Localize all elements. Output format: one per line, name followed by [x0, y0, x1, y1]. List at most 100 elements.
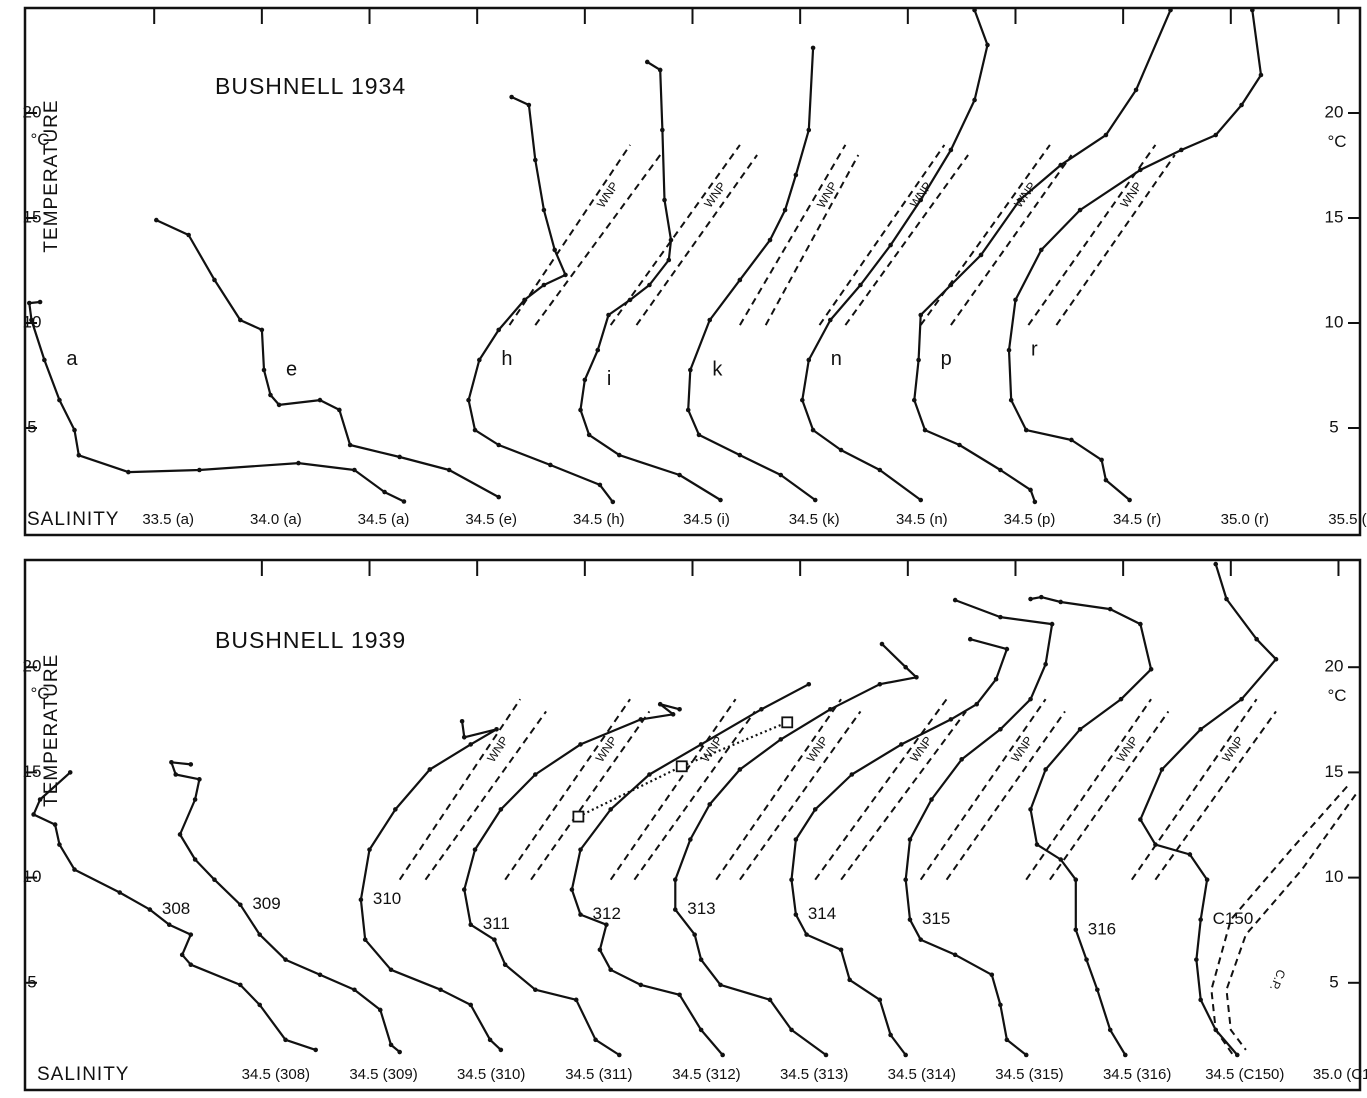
- x-tick-label: 34.5 (310): [457, 1066, 525, 1083]
- point: [259, 327, 265, 333]
- point: [169, 760, 174, 765]
- point: [29, 317, 34, 323]
- point: [804, 932, 809, 937]
- point: [948, 147, 954, 153]
- curve-label: 311: [483, 914, 510, 933]
- point: [967, 636, 973, 642]
- point: [666, 257, 672, 263]
- curve-label: 310: [373, 889, 401, 908]
- point: [974, 701, 980, 707]
- point: [1013, 297, 1018, 303]
- point: [367, 847, 372, 852]
- point: [597, 482, 603, 488]
- point: [1006, 347, 1012, 353]
- point: [838, 947, 844, 953]
- point: [698, 957, 704, 962]
- reference-label: C.P.: [1267, 967, 1288, 993]
- point: [1034, 842, 1040, 847]
- point: [918, 937, 924, 942]
- reference-line: [508, 144, 662, 326]
- point: [903, 664, 908, 670]
- ts-curve: [577, 721, 788, 818]
- point: [985, 42, 990, 48]
- x-tick-label: 33.5 (a): [142, 511, 194, 528]
- point: [670, 712, 676, 717]
- point: [1239, 696, 1244, 702]
- point: [578, 912, 583, 917]
- point: [563, 272, 568, 278]
- point: [67, 770, 73, 775]
- point: [1258, 72, 1264, 78]
- point: [998, 614, 1003, 620]
- curve-label: 315: [922, 909, 950, 928]
- point: [998, 726, 1003, 732]
- point: [578, 407, 583, 413]
- curve-label: i: [607, 368, 611, 390]
- y-unit: °C: [30, 130, 49, 149]
- point: [37, 797, 43, 802]
- reference-line: [919, 698, 1066, 881]
- point: [468, 922, 474, 928]
- point: [498, 1047, 504, 1053]
- ts-curve: [904, 599, 1054, 1056]
- point: [27, 300, 32, 306]
- point: [1004, 1037, 1010, 1043]
- point: [582, 377, 588, 383]
- x-tick-label: 35.0 (C150): [1313, 1066, 1367, 1083]
- point: [1103, 477, 1109, 483]
- reference-label: WNP: [594, 179, 621, 210]
- point: [800, 397, 805, 403]
- point: [283, 1037, 288, 1043]
- point: [1107, 606, 1113, 612]
- y-axis-label: TEMPERATURE: [41, 654, 62, 807]
- point: [647, 772, 652, 777]
- point: [496, 327, 502, 333]
- point: [1198, 917, 1203, 922]
- x-tick-label: 34.5 (p): [1004, 511, 1056, 528]
- chart-title: BUSHNELL 1934: [215, 73, 406, 99]
- point: [126, 469, 131, 475]
- ts-curve: [1029, 596, 1153, 1056]
- point: [461, 734, 467, 740]
- point: [737, 452, 743, 458]
- point: [388, 1042, 394, 1048]
- point: [393, 807, 398, 812]
- point: [1058, 599, 1064, 605]
- point: [212, 277, 217, 283]
- point: [117, 890, 123, 895]
- y-tick-label: 20: [23, 102, 42, 121]
- point: [789, 877, 794, 883]
- point: [1043, 767, 1048, 772]
- point: [707, 317, 713, 323]
- point: [657, 701, 663, 707]
- y-axis-label: TEMPERATURE: [41, 99, 62, 252]
- point: [1099, 457, 1104, 463]
- point: [578, 742, 583, 747]
- point: [849, 772, 855, 777]
- point: [778, 737, 784, 742]
- point: [688, 837, 693, 842]
- ts-curve: [359, 721, 502, 1051]
- x-tick-label: 34.5 (a): [358, 511, 410, 528]
- point: [317, 972, 323, 978]
- reference-label: WNP: [1117, 179, 1145, 210]
- ts-curve: [170, 761, 401, 1053]
- ts-curve: [28, 300, 405, 503]
- x-tick-label: 34.5 (309): [349, 1066, 417, 1083]
- point: [573, 997, 579, 1003]
- point: [1028, 807, 1033, 812]
- point: [154, 217, 159, 223]
- point: [888, 242, 893, 248]
- point: [1032, 499, 1038, 505]
- point: [179, 952, 185, 958]
- point: [257, 1002, 263, 1008]
- point: [1023, 1052, 1029, 1058]
- point: [552, 247, 557, 253]
- point: [257, 932, 263, 937]
- point: [347, 442, 353, 448]
- point: [877, 681, 883, 687]
- point: [1028, 487, 1033, 493]
- point-marker: [572, 810, 585, 823]
- point: [212, 877, 217, 883]
- point: [911, 397, 917, 403]
